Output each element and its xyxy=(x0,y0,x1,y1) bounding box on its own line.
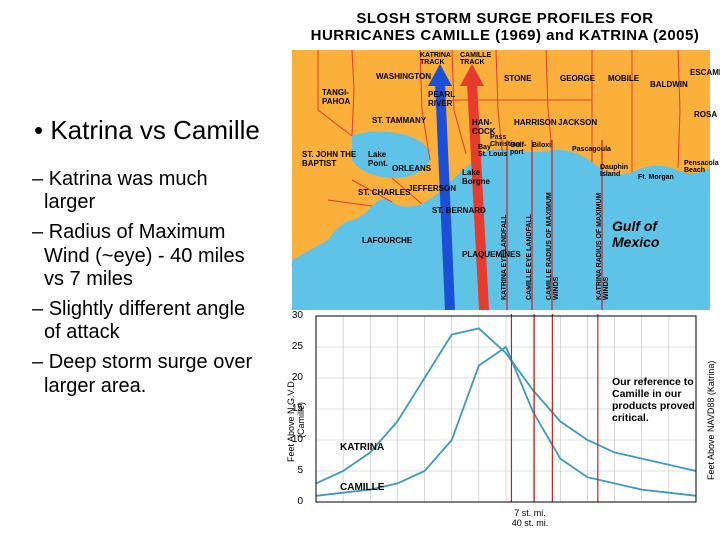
map-water-label: Gulf of Mexico xyxy=(612,218,659,250)
map-region-label: JACKSON xyxy=(558,118,597,127)
series-label-camille: CAMILLE xyxy=(340,482,384,493)
bullet-sub-2: Radius of Maximum Wind (~eye) - 40 miles… xyxy=(34,221,264,292)
map-region-label: WASHINGTON xyxy=(376,72,431,81)
map-city-label: Pensacola Beach xyxy=(684,160,719,174)
map-region-label: STONE xyxy=(504,74,531,83)
bullet-sub-3: Slightly different angle of attack xyxy=(34,298,264,345)
map-water-label: Lake Pont. xyxy=(368,150,388,168)
y-axis-label-right: Feet Above NAVD88 (Katrina) xyxy=(706,360,716,480)
map-city-label: Pascagoula xyxy=(572,146,611,153)
map-city-label: Ft. Morgan xyxy=(638,174,674,181)
map-region-label: JEFFERSON xyxy=(408,184,456,193)
map-region-label: BALDWIN xyxy=(650,80,688,89)
map-region-label: ST. BERNARD xyxy=(432,206,486,215)
map-track-label: CAMILLE TRACK xyxy=(460,52,491,66)
map-track-label: KATRINA TRACK xyxy=(420,52,451,66)
map-city-label: Pass Christian xyxy=(490,134,520,148)
map-region-label: PLAQUEMINES xyxy=(462,250,521,259)
ytick-label: 30 xyxy=(285,310,303,321)
bullet-sub-1: Katrina was much larger xyxy=(34,168,264,215)
vline-label: KATRINA RADIUS OF MAXIMUM WINDS xyxy=(596,170,610,300)
map-region-label: LAFOURCHE xyxy=(362,236,412,245)
vline-label: CAMILLE EYE LANDFALL xyxy=(526,170,533,300)
map-city-label: Biloxi xyxy=(532,142,551,149)
figure-panel: WASHINGTON ST. TAMMANY TANGI- PAHOA ST. JOH… xyxy=(292,50,710,528)
map-region-label: ESCAMBIA xyxy=(690,68,720,77)
bullet-main: • Katrina vs Camille xyxy=(34,116,264,146)
map-region-label: ST. TAMMANY xyxy=(372,116,426,125)
bullet-list: • Katrina vs Camille Katrina was much la… xyxy=(34,116,264,404)
ytick-label: 15 xyxy=(285,403,303,414)
bullet-sub-4: Deep storm surge over larger area. xyxy=(34,351,264,398)
chart-title: SLOSH STORM SURGE PROFILES FOR HURRICANE… xyxy=(300,10,710,45)
title-line-2a: HURRICANES xyxy=(311,27,421,44)
ytick-label: 25 xyxy=(285,341,303,352)
vline-label: CAMILLE RADIUS OF MAXIMUM WINDS xyxy=(546,170,560,300)
map-region-label: ST. JOHN THE BAPTIST xyxy=(302,150,356,168)
map-region-label: ST. CHARLES xyxy=(358,188,410,197)
map-region-label: TANGI- PAHOA xyxy=(322,88,350,106)
vline-label: KATRINA EYE LANDFALL xyxy=(501,170,508,300)
title-line-2c: and xyxy=(542,27,580,44)
scale-label-1: 7 st. mi. xyxy=(500,508,560,518)
ytick-label: 0 xyxy=(285,496,303,507)
ytick-label: 10 xyxy=(285,434,303,445)
title-line-2d: KATRINA (2005) xyxy=(579,27,699,44)
callout-text: Our reference to Camille in our products… xyxy=(612,376,702,424)
title-line-1: SLOSH STORM SURGE PROFILES FOR xyxy=(300,10,710,27)
map-water-label: Lake Borgne xyxy=(462,168,490,186)
ytick-label: 20 xyxy=(285,372,303,383)
map-region-label: PEARL RIVER xyxy=(428,90,455,108)
title-line-2b: CAMILLE (1969) xyxy=(420,27,541,44)
series-label-katrina: KATRINA xyxy=(340,442,384,453)
scale-label-2: 40 st. mi. xyxy=(500,518,560,528)
map-region-label: MOBILE xyxy=(608,74,639,83)
map-region-label: ROSA xyxy=(694,110,717,119)
map-region-label: GEORGE xyxy=(560,74,595,83)
map-region-label: HARRISON xyxy=(514,118,557,127)
ytick-label: 5 xyxy=(285,465,303,476)
map-region-label: ORLEANS xyxy=(392,164,431,173)
